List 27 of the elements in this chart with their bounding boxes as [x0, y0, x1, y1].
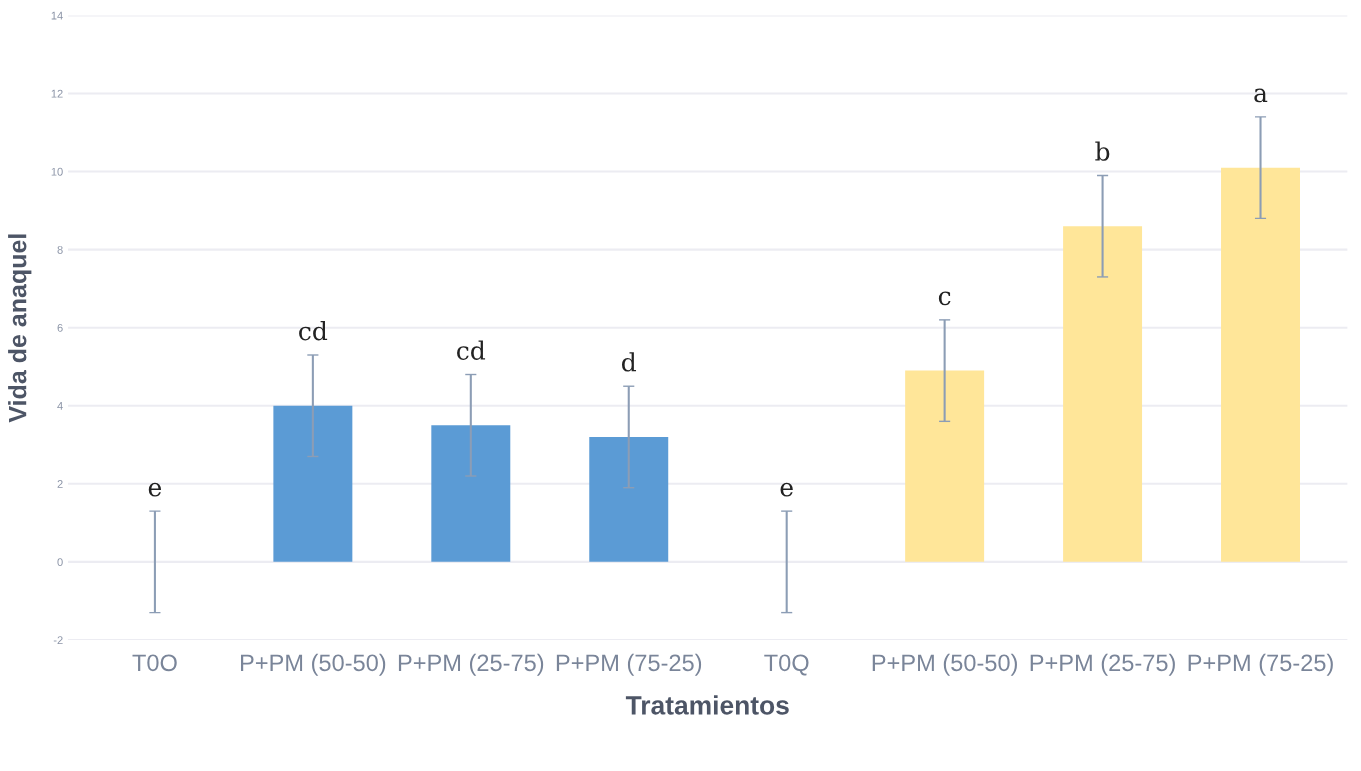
data-label: c [938, 291, 951, 306]
x-tick-label: P+PM (50-50) [872, 653, 1017, 676]
x-tick-label: P+PM (25-75) [398, 653, 544, 676]
data-label: a [1254, 88, 1268, 103]
y-tick-label: 6 [57, 323, 63, 332]
y-tick-label: 2 [57, 480, 63, 488]
x-tick-label: P+PM (50-50) [240, 653, 386, 676]
data-label: d [621, 352, 637, 372]
y-tick-label: 14 [51, 11, 63, 20]
y-tick-label: 10 [51, 167, 63, 176]
y-tick-label: 0 [57, 558, 63, 566]
data-label: b [1095, 141, 1110, 161]
y-tick-label: 8 [57, 245, 63, 254]
y-tick-label: 12 [51, 89, 63, 98]
y-axis-title: Vida de anaquel [8, 234, 32, 423]
x-axis-title: Tratamientos [625, 695, 789, 715]
x-tick-label: T0O [132, 654, 177, 672]
data-label: cd [299, 321, 328, 341]
x-tick-label: P+PM (75-25) [1188, 653, 1333, 676]
data-label: cd [457, 340, 486, 360]
x-tick-label: P+PM (25-75) [1030, 653, 1175, 676]
y-tick-label: 4 [57, 402, 63, 410]
y-tick-label: -2 [53, 636, 63, 644]
x-tick-label: P+PM (75-25) [556, 653, 702, 676]
x-tick-label: T0Q [764, 654, 809, 676]
data-label: e [148, 482, 162, 497]
data-label: e [780, 482, 793, 497]
